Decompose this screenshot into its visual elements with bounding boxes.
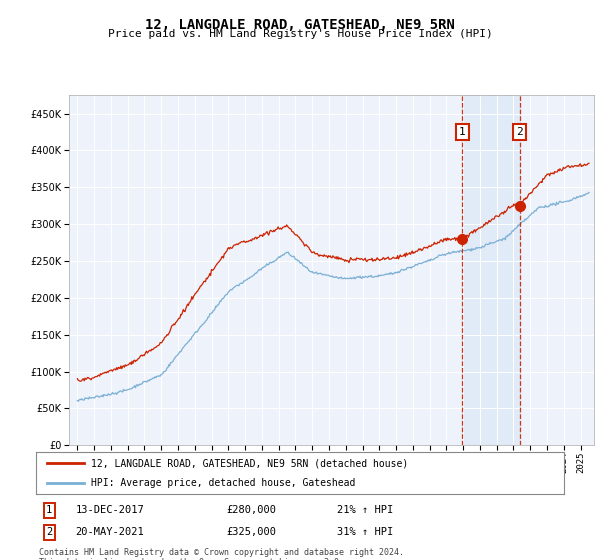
Text: HPI: Average price, detached house, Gateshead: HPI: Average price, detached house, Gate… xyxy=(91,478,356,488)
Text: 31% ↑ HPI: 31% ↑ HPI xyxy=(337,528,393,538)
Text: 21% ↑ HPI: 21% ↑ HPI xyxy=(337,505,393,515)
Text: Price paid vs. HM Land Registry's House Price Index (HPI): Price paid vs. HM Land Registry's House … xyxy=(107,29,493,39)
Text: 1: 1 xyxy=(459,127,466,137)
Text: 12, LANGDALE ROAD, GATESHEAD, NE9 5RN (detached house): 12, LANGDALE ROAD, GATESHEAD, NE9 5RN (d… xyxy=(91,458,409,468)
Text: 2: 2 xyxy=(46,528,52,538)
Text: 2: 2 xyxy=(517,127,523,137)
Text: 12, LANGDALE ROAD, GATESHEAD, NE9 5RN: 12, LANGDALE ROAD, GATESHEAD, NE9 5RN xyxy=(145,18,455,32)
Text: £280,000: £280,000 xyxy=(226,505,276,515)
Text: £325,000: £325,000 xyxy=(226,528,276,538)
Text: 13-DEC-2017: 13-DEC-2017 xyxy=(76,505,145,515)
Text: 1: 1 xyxy=(46,505,52,515)
Text: Contains HM Land Registry data © Crown copyright and database right 2024.
This d: Contains HM Land Registry data © Crown c… xyxy=(39,548,404,560)
Bar xyxy=(463,95,520,445)
Text: 20-MAY-2021: 20-MAY-2021 xyxy=(76,528,145,538)
